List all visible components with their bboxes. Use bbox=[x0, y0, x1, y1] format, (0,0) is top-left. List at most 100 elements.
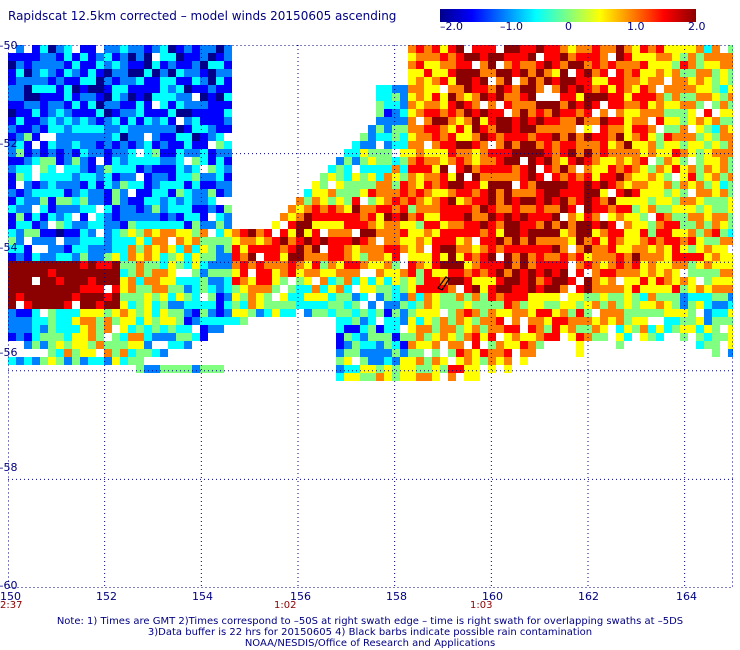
wind-cell bbox=[200, 69, 208, 77]
wind-cell bbox=[216, 85, 224, 93]
wind-cell bbox=[672, 229, 680, 237]
wind-cell bbox=[64, 189, 72, 197]
wind-cell bbox=[312, 205, 320, 213]
wind-cell bbox=[672, 53, 680, 61]
wind-cell bbox=[624, 325, 632, 333]
wind-cell bbox=[8, 173, 16, 181]
wind-cell bbox=[224, 301, 232, 309]
wind-cell bbox=[456, 109, 464, 117]
wind-cell bbox=[288, 261, 296, 269]
wind-cell bbox=[216, 269, 224, 277]
wind-cell bbox=[64, 109, 72, 117]
wind-cell bbox=[40, 173, 48, 181]
wind-cell bbox=[376, 149, 384, 157]
wind-cell bbox=[712, 253, 720, 261]
wind-cell bbox=[528, 77, 536, 85]
wind-cell bbox=[384, 165, 392, 173]
wind-cell bbox=[344, 373, 352, 381]
wind-cell bbox=[184, 173, 192, 181]
lon-label: 152 bbox=[96, 590, 117, 603]
wind-cell bbox=[528, 317, 536, 325]
wind-cell bbox=[224, 181, 232, 189]
wind-cell bbox=[560, 285, 568, 293]
wind-cell bbox=[328, 261, 336, 269]
wind-cell bbox=[360, 253, 368, 261]
wind-cell bbox=[552, 269, 560, 277]
wind-cell bbox=[592, 277, 600, 285]
wind-cell bbox=[88, 149, 96, 157]
wind-cell bbox=[528, 301, 536, 309]
wind-cell bbox=[672, 61, 680, 69]
wind-cell bbox=[104, 349, 112, 357]
wind-cell bbox=[8, 77, 16, 85]
wind-cell bbox=[56, 333, 64, 341]
wind-cell bbox=[576, 133, 584, 141]
wind-cell bbox=[72, 133, 80, 141]
wind-cell bbox=[576, 229, 584, 237]
wind-cell bbox=[424, 373, 432, 381]
wind-cell bbox=[680, 165, 688, 173]
wind-cell bbox=[464, 349, 472, 357]
wind-cell bbox=[312, 197, 320, 205]
wind-cell bbox=[56, 189, 64, 197]
wind-cell bbox=[728, 101, 733, 109]
wind-cell bbox=[728, 197, 733, 205]
wind-cell bbox=[384, 213, 392, 221]
wind-cell bbox=[616, 261, 624, 269]
wind-cell bbox=[616, 245, 624, 253]
wind-cell bbox=[608, 309, 616, 317]
wind-cell bbox=[216, 293, 224, 301]
wind-cell bbox=[496, 165, 504, 173]
wind-cell bbox=[464, 141, 472, 149]
wind-cell bbox=[712, 269, 720, 277]
wind-cell bbox=[32, 309, 40, 317]
wind-cell bbox=[80, 85, 88, 93]
wind-cell bbox=[712, 197, 720, 205]
wind-cell bbox=[544, 165, 552, 173]
wind-cell bbox=[632, 237, 640, 245]
wind-cell bbox=[408, 53, 416, 61]
wind-cell bbox=[384, 325, 392, 333]
wind-cell bbox=[552, 149, 560, 157]
wind-cell bbox=[536, 125, 544, 133]
wind-cell bbox=[400, 269, 408, 277]
wind-cell bbox=[264, 245, 272, 253]
wind-cell bbox=[200, 277, 208, 285]
wind-cell bbox=[488, 341, 496, 349]
wind-cell bbox=[176, 205, 184, 213]
wind-cell bbox=[168, 173, 176, 181]
wind-cell bbox=[200, 197, 208, 205]
wind-cell bbox=[24, 181, 32, 189]
wind-cell bbox=[344, 237, 352, 245]
wind-cell bbox=[120, 181, 128, 189]
wind-cell bbox=[632, 269, 640, 277]
wind-cell bbox=[80, 301, 88, 309]
wind-cell bbox=[88, 45, 96, 53]
wind-cell bbox=[88, 277, 96, 285]
wind-cell bbox=[552, 165, 560, 173]
wind-cell bbox=[472, 277, 480, 285]
wind-cell bbox=[648, 93, 656, 101]
wind-cell bbox=[128, 205, 136, 213]
wind-cell bbox=[528, 261, 536, 269]
wind-cell bbox=[432, 85, 440, 93]
wind-cell bbox=[400, 149, 408, 157]
wind-cell bbox=[120, 141, 128, 149]
wind-cell bbox=[40, 141, 48, 149]
wind-cell bbox=[296, 221, 304, 229]
wind-cell bbox=[96, 189, 104, 197]
wind-cell bbox=[128, 341, 136, 349]
wind-cell bbox=[280, 301, 288, 309]
wind-cell bbox=[704, 325, 712, 333]
wind-cell bbox=[112, 141, 120, 149]
wind-cell bbox=[224, 309, 232, 317]
wind-cell bbox=[56, 293, 64, 301]
wind-cell bbox=[440, 253, 448, 261]
wind-cell bbox=[456, 333, 464, 341]
wind-cell bbox=[96, 237, 104, 245]
wind-cell bbox=[64, 237, 72, 245]
wind-cell bbox=[392, 173, 400, 181]
wind-cell bbox=[192, 69, 200, 77]
wind-cell bbox=[624, 245, 632, 253]
wind-cell bbox=[16, 133, 24, 141]
